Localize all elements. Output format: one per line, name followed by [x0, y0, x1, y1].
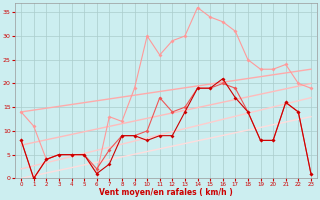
X-axis label: Vent moyen/en rafales ( km/h ): Vent moyen/en rafales ( km/h ) [99, 188, 233, 197]
